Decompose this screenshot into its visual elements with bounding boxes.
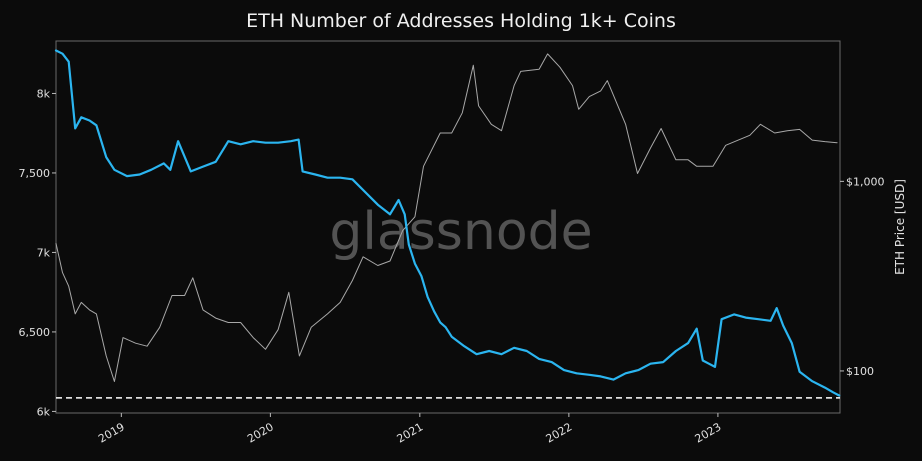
- x-tick-label: 2023: [693, 420, 724, 445]
- right-axis-label: ETH Price [USD]: [893, 179, 907, 275]
- x-tick-label: 2021: [395, 420, 426, 445]
- left-axis: 6k 6,500 7k 7,500 8k: [19, 87, 56, 418]
- x-tick-label: 2020: [245, 420, 276, 445]
- addresses-1k-line: [54, 49, 841, 397]
- price-series-layer: [55, 53, 838, 382]
- eth-price-line: [55, 53, 838, 382]
- addresses-series-layer: [54, 49, 841, 397]
- left-tick-label: 8k: [37, 87, 51, 100]
- chart-title: ETH Number of Addresses Holding 1k+ Coin…: [246, 10, 676, 32]
- left-tick-label: 7,500: [19, 167, 51, 180]
- left-tick-label: 6,500: [19, 326, 51, 339]
- plot-frame: [55, 40, 841, 414]
- x-tick-label: 2019: [96, 420, 127, 445]
- right-tick-label: $100: [846, 365, 874, 378]
- right-tick-label: $1,000: [846, 175, 885, 188]
- x-axis: 2019 2020 2021 2022 2023: [96, 413, 723, 446]
- left-tick-label: 7k: [37, 246, 51, 259]
- left-tick-label: 6k: [37, 405, 51, 418]
- glassnode-watermark: glassnode: [329, 202, 592, 262]
- right-axis: $100 $1,000: [840, 175, 885, 378]
- x-tick-label: 2022: [544, 420, 575, 445]
